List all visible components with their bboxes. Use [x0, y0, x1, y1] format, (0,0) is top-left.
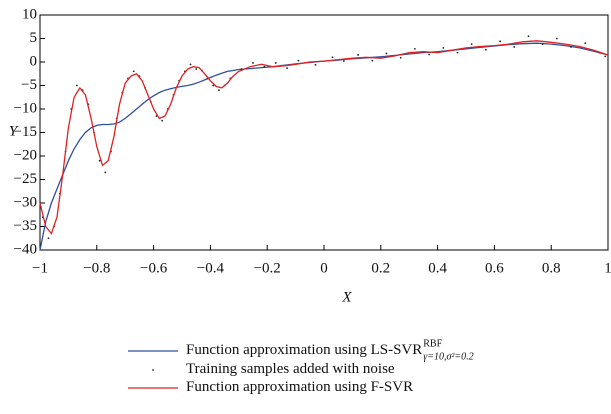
sample-point [189, 63, 192, 66]
legend-marker [152, 369, 154, 371]
y-tick-label: −5 [21, 77, 37, 93]
sample-point [132, 70, 135, 73]
y-tick-label: −40 [14, 241, 37, 257]
sample-point [274, 62, 277, 64]
x-tick-label: 1 [604, 260, 611, 276]
x-axis-label: X [341, 289, 352, 305]
sample-point [357, 54, 359, 56]
sample-point [371, 59, 374, 62]
x-tick-label: −0.6 [140, 260, 168, 276]
y-tick-label: −20 [14, 147, 37, 163]
x-tick-label: −0.8 [83, 260, 110, 276]
sample-point [297, 59, 300, 62]
sample-point [499, 40, 501, 43]
sample-point [399, 56, 402, 59]
legend-text: Function approximation using LS-SVR [186, 342, 422, 358]
sample-point [76, 84, 78, 87]
sample-point [570, 46, 572, 48]
sample-point [286, 67, 288, 70]
legend-label: Function approximation using F-SVR [186, 379, 413, 395]
y-tick-label: −25 [14, 171, 37, 187]
sample-point [484, 48, 487, 51]
plot-frame [39, 14, 609, 251]
sample-point [456, 51, 459, 54]
sample-point [584, 42, 587, 45]
y-tick-label: 5 [30, 30, 38, 46]
sample-point [342, 60, 345, 62]
y-tick-label: −35 [14, 218, 37, 234]
sample-point [541, 43, 544, 46]
y-tick-label: −15 [14, 124, 37, 140]
x-tick-label: 0.8 [542, 260, 561, 276]
sample-point [47, 237, 50, 240]
sample-point [513, 46, 516, 48]
sample-point [428, 53, 430, 56]
legend-text: Function approximation using F-SVR [186, 379, 413, 395]
x-tick-label: 0.4 [428, 260, 447, 276]
x-tick-label: −1 [32, 260, 48, 276]
x-tick-label: 0.6 [485, 260, 504, 276]
sample-point [385, 52, 388, 55]
sample-point [263, 65, 266, 68]
legend-sup: RBF [423, 338, 442, 349]
sample-point [527, 35, 530, 38]
sample-point [331, 56, 334, 59]
sample-point [252, 62, 254, 64]
legend-text: Training samples added with noise [186, 361, 395, 377]
x-tick-label: 0.2 [371, 260, 390, 276]
legend-label: Training samples added with noise [186, 361, 395, 377]
y-axis-label: Y [9, 123, 19, 139]
sample-point [555, 37, 558, 40]
sample-point [104, 171, 107, 174]
y-tick-label: −10 [14, 100, 37, 116]
sample-point [195, 68, 198, 70]
sample-point [314, 63, 317, 66]
sample-point [161, 119, 164, 122]
y-tick-label: 10 [22, 6, 37, 22]
y-tick-label: −30 [14, 194, 37, 210]
sample-point [604, 55, 607, 58]
x-tick-label: −0.4 [197, 260, 225, 276]
line-series [39, 42, 609, 251]
sample-point [470, 43, 473, 46]
sample-point [212, 84, 215, 87]
sample-point [442, 47, 445, 49]
x-tick-label: −0.2 [254, 260, 281, 276]
sample-point [413, 47, 416, 50]
sample-point [218, 89, 220, 92]
y-tick-label: 0 [30, 53, 38, 69]
x-tick-label: 0 [320, 260, 328, 276]
line-series [39, 40, 609, 235]
sample-point [98, 159, 101, 162]
legend-label: Function approximation using LS-SVR [186, 342, 422, 358]
legend-sub: γ=10,σ²=0.2 [423, 351, 473, 362]
